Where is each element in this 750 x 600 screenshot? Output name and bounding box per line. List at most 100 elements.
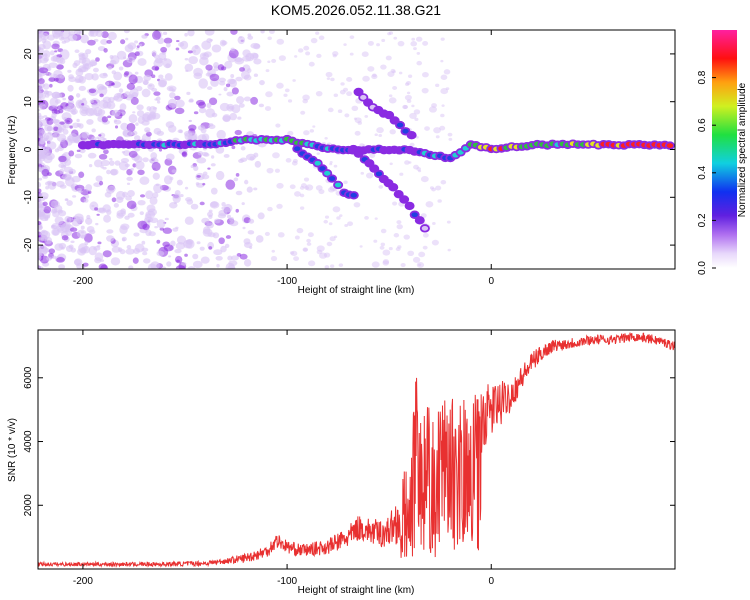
- colorbar-tick-label: 0.8: [697, 70, 708, 84]
- noise-speckle: [81, 131, 90, 139]
- noise-speckle: [225, 235, 232, 239]
- noise-speckle: [139, 211, 144, 216]
- noise-speckle: [218, 209, 228, 217]
- noise-speckle: [207, 232, 216, 238]
- noise-speckle: [389, 129, 396, 135]
- noise-speckle: [374, 133, 378, 137]
- noise-speckle: [86, 119, 94, 125]
- noise-speckle: [230, 73, 235, 79]
- noise-speckle: [242, 226, 246, 230]
- noise-speckle: [91, 128, 96, 133]
- spectral-peak: [328, 176, 336, 181]
- noise-speckle: [302, 94, 310, 101]
- noise-speckle: [107, 115, 112, 119]
- noise-speckle: [136, 110, 145, 117]
- noise-speckle: [151, 87, 158, 92]
- noise-speckle: [38, 255, 42, 261]
- noise-speckle: [104, 191, 112, 198]
- noise-speckle: [102, 101, 112, 109]
- noise-speckle: [274, 168, 281, 173]
- noise-speckle: [124, 44, 134, 53]
- noise-speckle: [70, 240, 75, 244]
- noise-speckle: [210, 163, 216, 167]
- noise-speckle: [319, 252, 327, 259]
- spectral-peak: [324, 170, 331, 176]
- noise-speckle: [135, 160, 145, 170]
- noise-speckle: [196, 182, 205, 188]
- noise-speckle: [186, 199, 194, 205]
- noise-speckle: [53, 126, 59, 132]
- noise-speckle: [53, 204, 63, 213]
- noise-speckle: [196, 174, 201, 178]
- noise-speckle: [210, 155, 215, 159]
- noise-speckle: [38, 67, 49, 74]
- noise-speckle: [45, 186, 50, 190]
- noise-speckle: [149, 196, 158, 205]
- noise-speckle: [448, 137, 453, 141]
- noise-speckle: [134, 40, 139, 44]
- noise-speckle: [115, 190, 126, 200]
- spectral-peak: [364, 100, 372, 106]
- spectral-peak: [314, 160, 321, 166]
- noise-speckle: [58, 242, 67, 250]
- noise-speckle: [69, 125, 73, 129]
- noise-speckle: [225, 179, 236, 190]
- noise-speckle: [255, 235, 264, 243]
- noise-speckle: [260, 30, 265, 34]
- noise-speckle: [39, 83, 46, 88]
- noise-speckle: [428, 106, 437, 113]
- noise-speckle: [142, 251, 148, 256]
- noise-speckle: [230, 30, 238, 35]
- colorbar-tick-label: 0.0: [697, 261, 708, 275]
- noise-speckle: [244, 179, 249, 185]
- noise-speckle: [142, 79, 149, 85]
- noise-speckle: [110, 168, 119, 176]
- noise-speckle: [74, 153, 83, 159]
- noise-speckle: [308, 61, 315, 67]
- noise-speckle: [146, 106, 152, 111]
- noise-speckle: [206, 38, 213, 44]
- noise-speckle: [89, 99, 94, 104]
- noise-speckle: [303, 130, 310, 136]
- noise-speckle: [227, 264, 236, 269]
- noise-speckle: [97, 241, 102, 245]
- noise-speckle: [371, 261, 380, 268]
- noise-speckle: [240, 146, 246, 151]
- noise-speckle: [128, 265, 134, 269]
- noise-speckle: [238, 158, 244, 163]
- noise-speckle: [222, 114, 231, 123]
- noise-speckle: [163, 37, 173, 44]
- noise-speckle: [81, 103, 85, 106]
- noise-speckle: [106, 39, 112, 44]
- noise-speckle: [124, 163, 130, 168]
- noise-speckle: [218, 77, 227, 83]
- noise-speckle: [418, 263, 422, 267]
- noise-speckle: [365, 172, 374, 179]
- noise-speckle: [339, 89, 346, 95]
- noise-speckle: [422, 245, 428, 250]
- noise-speckle: [121, 237, 126, 242]
- noise-speckle: [38, 237, 41, 241]
- noise-speckle: [253, 73, 259, 77]
- noise-speckle: [357, 121, 363, 125]
- noise-speckle: [64, 215, 72, 224]
- noise-speckle: [414, 117, 419, 121]
- noise-speckle: [388, 97, 397, 104]
- noise-speckle: [425, 201, 434, 208]
- noise-speckle: [68, 95, 74, 101]
- noise-speckle: [198, 101, 206, 109]
- noise-speckle: [205, 108, 216, 118]
- noise-speckle: [111, 246, 121, 253]
- spectral-peak: [400, 197, 408, 202]
- noise-speckle: [100, 39, 109, 45]
- colorbar-tick-label: 0.2: [697, 213, 708, 227]
- noise-speckle: [174, 248, 182, 254]
- noise-speckle: [329, 161, 333, 164]
- colorbar-gradient: [712, 30, 737, 268]
- noise-speckle: [315, 31, 320, 35]
- noise-speckle: [126, 122, 136, 132]
- noise-speckle: [125, 195, 132, 201]
- noise-speckle: [420, 176, 429, 183]
- noise-speckle: [91, 103, 100, 109]
- noise-speckle: [38, 109, 41, 112]
